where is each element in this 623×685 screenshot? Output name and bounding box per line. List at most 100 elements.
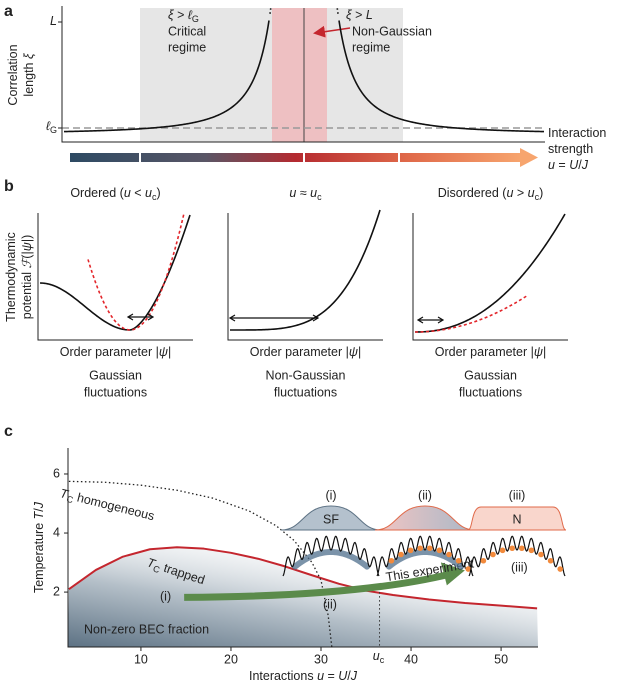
non-gaussian-region	[272, 8, 327, 142]
text-part: ξ	[346, 8, 353, 22]
atom	[557, 566, 563, 572]
bar-separators	[139, 153, 400, 162]
text-part: u	[317, 669, 324, 683]
gaussian-approx	[414, 294, 528, 333]
text-part: Interaction	[548, 126, 606, 140]
text-part: c	[380, 655, 385, 665]
y-tick-label: L	[50, 14, 57, 28]
text-part: /	[32, 508, 46, 512]
fluctuation-arrow	[228, 314, 320, 322]
text-part: ψ	[159, 345, 168, 359]
critical-label: uc	[373, 649, 385, 665]
regime-label: Non-Gaussian	[352, 24, 432, 38]
regime-label: regime	[352, 40, 390, 54]
text-part: L	[366, 8, 373, 22]
experiment-arrow	[184, 570, 450, 601]
axes	[37, 213, 193, 341]
text-part: /	[347, 669, 351, 683]
text-part: potential	[20, 269, 34, 320]
x-axis-label: u = U/J	[548, 158, 589, 172]
critical-region	[140, 8, 403, 142]
text-part: U	[338, 669, 348, 683]
correlation-curve-dotted	[269, 6, 272, 14]
y-tick-label: ℓG	[46, 119, 57, 135]
axes	[67, 448, 538, 648]
atom	[499, 547, 506, 554]
density-profile	[467, 506, 567, 531]
text-part: ψ	[349, 345, 358, 359]
text-part: strength	[548, 142, 593, 156]
text-part: ξ	[168, 8, 175, 22]
atom	[465, 566, 472, 572]
text-part: |	[358, 345, 361, 359]
y-tick-label: 4	[53, 525, 60, 539]
text-part: <	[131, 186, 145, 200]
correlation-curve	[63, 20, 270, 133]
text-part: U	[569, 158, 579, 172]
text-part: T	[32, 510, 46, 519]
text-part: u	[548, 158, 555, 172]
y-tick-label: 6	[53, 466, 60, 480]
region-label: Non-zero BEC fraction	[84, 622, 209, 636]
point-label: (i)	[160, 589, 171, 603]
regime-condition: ξ > L	[346, 8, 373, 22]
atom	[528, 547, 535, 554]
regime-label: regime	[168, 40, 206, 54]
text-part: c	[152, 192, 157, 202]
bar-arrow	[520, 148, 538, 167]
y-tick-label: 2	[53, 584, 60, 598]
text-part: )	[539, 186, 543, 200]
plot-title: Ordered (u < uc)	[70, 186, 160, 202]
text-part: u	[528, 186, 535, 200]
x-axis-label: Interaction	[548, 126, 606, 140]
point-label: (iii)	[511, 560, 528, 574]
experiment-arrowhead	[440, 562, 465, 586]
caption: fluctuations	[84, 385, 147, 399]
text-part: )	[156, 186, 160, 200]
regime-condition: ξ > ℓG	[168, 8, 199, 24]
text-part: |	[168, 345, 171, 359]
fluctuation-arrow	[416, 316, 445, 324]
lattice-potential	[468, 535, 566, 577]
y-axis-label: length ξ	[22, 52, 36, 97]
point-label: (ii)	[323, 597, 337, 611]
phase-label: SF	[323, 512, 339, 526]
text-part: G	[192, 14, 199, 24]
inset-label: (iii)	[509, 488, 526, 502]
text-part: C	[65, 494, 74, 505]
text-part: u	[310, 186, 317, 200]
caption: Gaussian	[464, 368, 517, 382]
caption: Non-Gaussian	[266, 368, 346, 382]
plot-title: Disordered (u > uc)	[438, 186, 544, 202]
text-part: G	[50, 125, 57, 135]
y-axis-label: Temperature T/J	[32, 501, 46, 593]
text-part: Order parameter |	[435, 345, 534, 359]
atom	[509, 545, 515, 552]
text-part: >	[174, 8, 188, 22]
atom	[480, 557, 487, 564]
text-part: Thermodynamic	[4, 232, 18, 322]
text-part: ℱ	[20, 257, 34, 269]
x-tick-label: 50	[494, 652, 508, 666]
arrow	[313, 25, 351, 38]
text-part: Correlation	[6, 44, 20, 105]
condensate-band	[292, 548, 370, 570]
y-axis-label: Thermodynamic	[4, 232, 18, 322]
x-tick-label: 40	[404, 652, 418, 666]
panel-label: c	[4, 423, 13, 440]
potential-curve	[230, 209, 381, 331]
text-part: Temperature	[32, 519, 46, 593]
text-part: =	[324, 669, 338, 683]
x-axis-label: Interactions u = U/J	[249, 669, 358, 683]
text-part: Interactions	[249, 669, 317, 683]
text-part: Order parameter |	[60, 345, 159, 359]
text-part: u	[506, 186, 513, 200]
axes	[227, 213, 383, 341]
correlation-curve	[338, 20, 545, 133]
atom	[427, 545, 433, 552]
condensate-band	[386, 548, 464, 570]
series-label: TC homogeneous	[58, 487, 156, 526]
inset-label: (i)	[325, 488, 336, 502]
text-part: |)	[20, 235, 34, 242]
